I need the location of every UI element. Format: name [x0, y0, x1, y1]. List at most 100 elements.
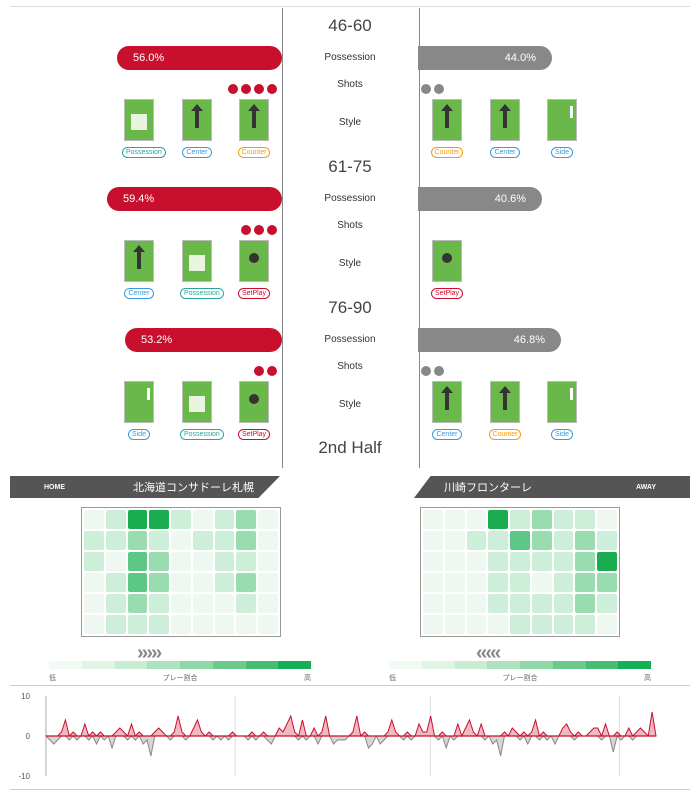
style-tag: Center [182, 147, 212, 158]
shot-dot [241, 84, 251, 94]
home-team-banner: HOME 北海道コンサドーレ札幌 [10, 476, 280, 498]
home-heat-cell [171, 531, 191, 550]
away-heat-cell [575, 552, 596, 571]
shots-row-label: Shots [337, 220, 363, 231]
away-heat-cell [423, 594, 443, 613]
away-possession-value: 46.8% [513, 334, 545, 346]
away-heat-cell [510, 510, 530, 529]
home-heat-cell [84, 531, 104, 550]
away-legend-labels: 低 プレー割合 高 [389, 673, 651, 683]
home-heat-cell [149, 615, 170, 634]
away-team-name: 川崎フロンターレ [444, 482, 532, 494]
away-heat-cell [444, 615, 465, 634]
away-heat-cell [466, 552, 487, 571]
home-heat-cell [258, 615, 278, 634]
side-pitch-icon [124, 381, 154, 423]
home-heat-cell [84, 594, 104, 613]
home-style-card: Center [122, 240, 156, 300]
half-title: 2nd Half [318, 438, 382, 457]
home-heat-cell [105, 573, 126, 592]
away-momentum-area [44, 734, 656, 757]
style-tag: Counter [430, 147, 464, 158]
home-heat-cell [236, 531, 257, 550]
possession-pitch-icon [124, 99, 154, 141]
away-heat-cell [575, 594, 596, 613]
away-style-card: Counter [430, 99, 464, 159]
style-tag: SetPlay [237, 429, 271, 440]
home-heat-cell [258, 510, 278, 529]
shot-dot [254, 84, 264, 94]
away-shots-dots [421, 363, 447, 381]
away-heat-cell [510, 531, 530, 550]
away-heat-cell [531, 510, 552, 529]
away-heat-cell [466, 594, 487, 613]
away-style-card: Side [545, 381, 579, 441]
home-heat-cell [214, 510, 235, 529]
y-tick-label: 10 [21, 692, 30, 701]
style-tag: Side [550, 429, 573, 440]
period-title: 76-90 [328, 298, 372, 317]
home-heat-cell [214, 552, 235, 571]
period-title: 46-60 [328, 16, 372, 35]
home-heat-cell [127, 594, 148, 613]
style-row-label: Style [338, 117, 362, 128]
chart-top-divider [10, 685, 690, 686]
away-style-card: Center [430, 381, 464, 441]
home-heat-cell [192, 573, 213, 592]
away-heat-cell [423, 552, 443, 571]
home-momentum-area [46, 711, 657, 738]
center-column [282, 8, 420, 468]
style-tag: Counter [237, 147, 271, 158]
away-style-card: SetPlay [430, 240, 464, 300]
home-possession-bar: 56.0% [117, 46, 282, 70]
possession-pitch-icon [182, 381, 212, 423]
style-tag: SetPlay [430, 288, 464, 299]
home-heat-cell [236, 615, 257, 634]
away-heat-cell [488, 615, 509, 634]
home-heat-cell [127, 552, 148, 571]
home-heat-cell [214, 594, 235, 613]
home-style-card: Possession [180, 240, 224, 300]
home-heat-cell [214, 573, 235, 592]
away-heat-cell [488, 573, 509, 592]
away-heat-cell [488, 552, 509, 571]
style-tag: Counter [488, 429, 522, 440]
away-heat-cell [510, 573, 530, 592]
style-tag: Possession [180, 429, 224, 440]
home-heat-cell [149, 573, 170, 592]
home-heat-cell [258, 594, 278, 613]
shot-dot [254, 366, 264, 376]
away-heat-cell [444, 594, 465, 613]
style-tag: Possession [180, 288, 224, 299]
away-heat-cell [597, 615, 617, 634]
style-tag: Possession [122, 147, 166, 158]
away-heat-legend [389, 661, 651, 669]
away-heat-cell [488, 594, 509, 613]
style-tag: Center [432, 429, 462, 440]
home-heat-cell [171, 594, 191, 613]
home-heat-cell [171, 573, 191, 592]
home-heat-cell [127, 573, 148, 592]
center-arrow-pitch-icon [182, 99, 212, 141]
center-arrow-pitch-icon [432, 381, 462, 423]
away-heat-cell [510, 552, 530, 571]
style-tag: Center [490, 147, 520, 158]
home-style-card: SetPlay [237, 240, 271, 300]
center-arrow-pitch-icon [490, 99, 520, 141]
home-legend-labels: 低 プレー割合 高 [49, 673, 311, 683]
home-heat-cell [236, 573, 257, 592]
away-tag: AWAY [636, 483, 656, 491]
home-heat-cell [149, 531, 170, 550]
setplay-ball-pitch-icon [239, 240, 269, 282]
home-heat-cell [84, 573, 104, 592]
away-heat-cell [531, 531, 552, 550]
shot-dot [267, 366, 277, 376]
legend-low: 低 [49, 675, 56, 682]
home-heat-cell [258, 531, 278, 550]
possession-row-label: Possession [324, 334, 376, 345]
style-tag: SetPlay [237, 288, 271, 299]
setplay-ball-pitch-icon [239, 381, 269, 423]
counter-arrow-pitch-icon [239, 99, 269, 141]
home-team-name: 北海道コンサドーレ札幌 [133, 482, 254, 494]
home-style-card: Counter [237, 99, 271, 159]
